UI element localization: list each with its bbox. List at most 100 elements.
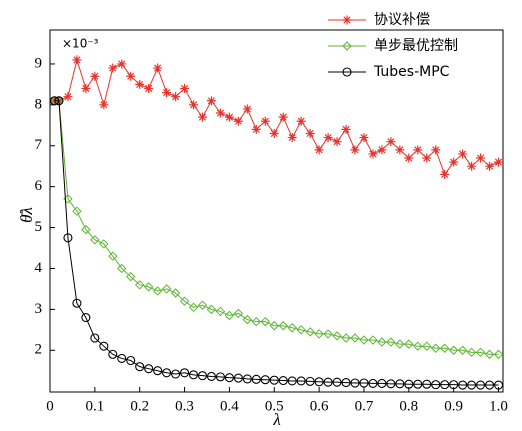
marker [171,92,181,102]
marker [162,88,172,98]
marker [72,55,82,65]
marker [197,112,207,122]
x-tick-label: 0.9 [444,398,463,414]
marker [81,83,91,93]
marker [144,364,154,374]
marker [449,380,459,390]
marker [188,370,199,380]
marker [359,133,369,143]
marker [484,349,495,360]
marker [251,124,261,134]
x-tick-label: 0 [46,398,54,414]
marker [81,224,91,235]
y-tick-label: 2 [35,342,43,358]
marker [269,321,279,331]
marker [179,296,190,306]
marker [467,380,477,390]
marker [215,108,225,118]
marker [242,314,253,325]
marker [99,341,109,351]
marker [153,366,163,376]
marker [395,339,405,349]
marker [350,333,360,343]
marker [404,153,414,163]
x-tick-label: 0.2 [130,398,149,414]
marker [144,83,154,93]
marker [314,377,324,387]
x-axis-label: λ [272,410,280,429]
marker [332,137,342,147]
marker [431,145,441,155]
x-tick-label: 0.4 [220,398,239,414]
marker [368,335,378,345]
multiplier: ×10⁻³ [62,37,99,51]
marker [269,375,279,385]
marker [143,282,154,292]
marker [108,251,118,261]
marker [422,153,432,163]
marker [224,310,235,321]
marker [296,325,306,335]
marker [457,345,468,355]
marker [63,92,73,102]
marker [440,169,450,179]
legend-label: 单步最优控制 [374,38,458,54]
y-axis-label: θ̄λ [17,207,36,223]
marker [72,298,82,308]
marker [117,59,127,69]
marker [233,308,244,319]
marker [493,349,504,360]
marker [278,321,288,331]
marker [485,161,495,171]
marker [90,235,100,245]
marker [260,375,270,385]
marker [99,239,109,249]
marker [108,63,118,73]
marker [278,112,288,122]
marker [135,362,145,372]
marker [197,371,208,381]
marker [63,233,73,243]
x-tick-label: 0.1 [85,398,104,414]
marker [49,96,60,106]
legend-label: Tubes-MPC [373,64,450,80]
marker [152,286,163,296]
marker [126,355,136,366]
marker [359,378,369,388]
marker [449,157,459,167]
marker [126,71,136,81]
marker [350,378,360,388]
marker [170,288,181,298]
marker [260,116,270,126]
marker [377,337,387,347]
marker [494,157,504,167]
legend-label: 协议补偿 [374,12,430,28]
y-tick-label: 8 [35,96,43,112]
marker [251,374,261,384]
x-tick-label: 0.3 [175,398,194,414]
marker [197,300,208,310]
marker [323,329,333,339]
marker [422,379,432,389]
marker [413,379,423,389]
marker [458,380,468,390]
marker [126,271,136,282]
marker [368,149,378,159]
x-tick-label: 0.5 [265,398,284,414]
marker [332,377,342,387]
marker [161,284,172,294]
marker [323,377,333,387]
marker [251,316,262,327]
marker [296,116,306,126]
marker [342,15,352,25]
marker [108,349,118,359]
marker [314,329,324,339]
marker [81,313,91,323]
marker [134,280,145,290]
marker [404,339,414,349]
marker [413,341,423,351]
series-line [54,100,499,386]
marker [305,327,315,337]
marker [206,371,217,382]
